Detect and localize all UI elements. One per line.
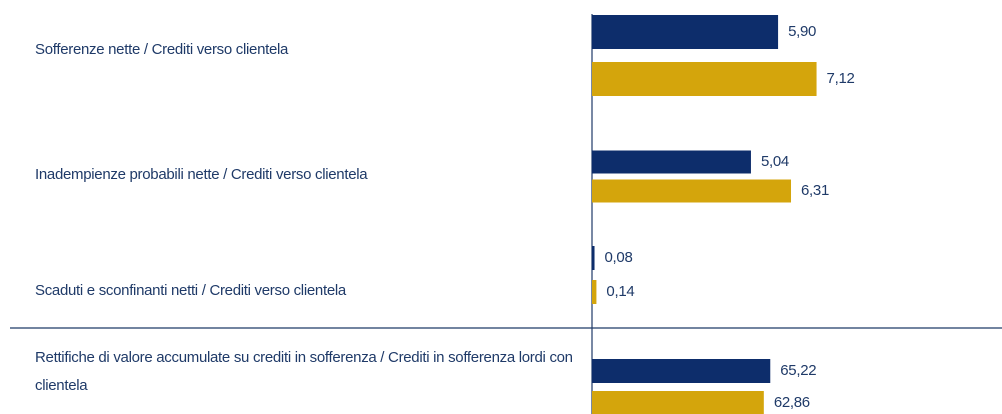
bar xyxy=(592,150,751,174)
value-label: 7,12 xyxy=(827,70,855,87)
value-label: 5,04 xyxy=(761,153,789,170)
value-label: 65,22 xyxy=(780,362,816,379)
category-label: Scaduti e sconfinanti netti / Crediti ve… xyxy=(35,282,346,299)
category-label: Rettifiche di valore accumulate su credi… xyxy=(35,349,573,394)
value-label: 6,31 xyxy=(801,182,829,199)
category-label: Sofferenze nette / Crediti verso cliente… xyxy=(35,41,289,58)
value-label: 0,14 xyxy=(606,283,634,300)
bar xyxy=(592,280,597,304)
value-label: 0,08 xyxy=(605,249,633,266)
category-label: Inadempienze probabili nette / Crediti v… xyxy=(35,166,368,183)
bar xyxy=(592,391,764,414)
bar xyxy=(592,62,817,96)
value-label: 62,86 xyxy=(774,394,810,411)
bar xyxy=(592,359,771,383)
bar xyxy=(592,179,792,203)
value-label: 5,90 xyxy=(788,23,816,40)
bar xyxy=(592,246,595,270)
bar xyxy=(592,15,779,49)
